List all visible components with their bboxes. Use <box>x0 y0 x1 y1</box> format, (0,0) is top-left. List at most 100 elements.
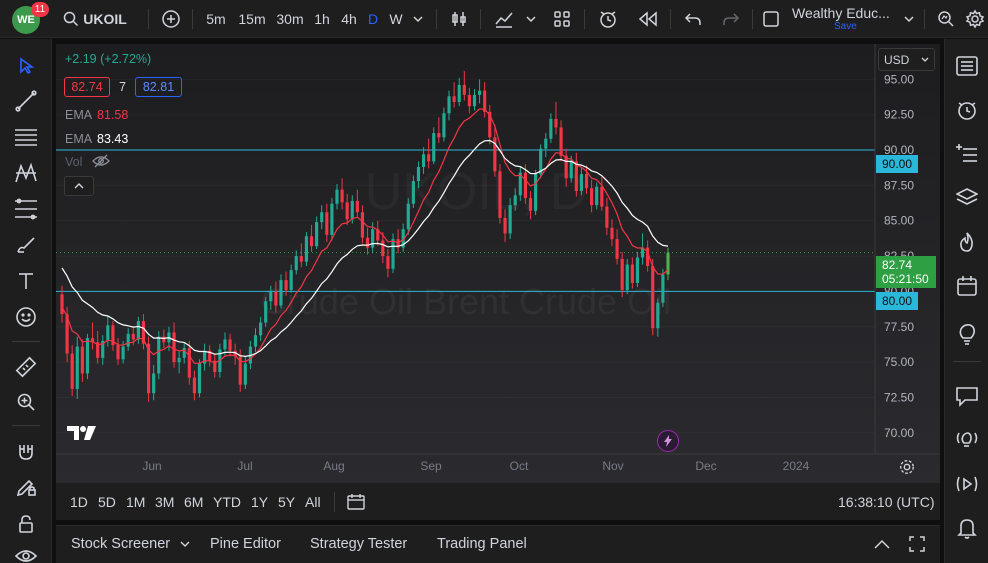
candle[interactable] <box>615 229 619 265</box>
candle[interactable] <box>80 339 84 382</box>
axis-settings-button[interactable] <box>898 458 916 481</box>
interval-15m[interactable]: 15m <box>238 11 266 27</box>
ema-slow-line[interactable] <box>61 139 669 358</box>
candle[interactable] <box>345 193 349 225</box>
interval-w[interactable]: W <box>389 11 403 27</box>
brush-tool[interactable] <box>8 230 44 260</box>
sell-price-button[interactable]: 82.74 <box>64 77 110 97</box>
candle[interactable] <box>656 298 660 337</box>
notifications-button[interactable] <box>951 513 983 543</box>
candle[interactable] <box>279 274 283 309</box>
candle[interactable] <box>534 169 538 216</box>
layout-select-button[interactable] <box>758 0 784 38</box>
candle[interactable] <box>478 79 482 104</box>
candle[interactable] <box>264 297 268 327</box>
ema-slow-label[interactable]: EMA <box>65 132 93 146</box>
candle[interactable] <box>513 188 517 211</box>
candle[interactable] <box>539 144 543 179</box>
goto-date-button[interactable] <box>346 483 366 521</box>
tab-strategy-tester[interactable]: Strategy Tester <box>310 536 408 552</box>
earnings-event-marker[interactable] <box>657 430 679 452</box>
candle[interactable] <box>564 148 568 187</box>
candle[interactable] <box>320 205 324 230</box>
candle[interactable] <box>549 113 553 143</box>
candle[interactable] <box>299 243 303 268</box>
candle[interactable] <box>146 336 151 402</box>
interval-5m[interactable]: 5m <box>206 11 226 27</box>
stay-in-drawing-mode-tool[interactable] <box>8 472 44 502</box>
candle[interactable] <box>554 101 558 135</box>
candle[interactable] <box>172 322 176 368</box>
undo-button[interactable] <box>680 0 706 38</box>
candle[interactable] <box>330 198 334 241</box>
candle[interactable] <box>106 315 110 347</box>
candle[interactable] <box>605 198 609 235</box>
candle[interactable] <box>315 216 319 249</box>
candle[interactable] <box>228 333 232 357</box>
interval-d[interactable]: D <box>367 11 379 27</box>
candle[interactable] <box>625 258 629 295</box>
compare-symbol-button[interactable] <box>158 0 184 38</box>
candle[interactable] <box>213 353 217 378</box>
candle[interactable] <box>401 223 405 252</box>
interval-dropdown[interactable] <box>410 0 426 38</box>
candle[interactable] <box>483 82 487 118</box>
candle[interactable] <box>427 138 431 169</box>
candle[interactable] <box>208 345 212 367</box>
candle[interactable] <box>600 176 604 211</box>
candle[interactable] <box>635 251 640 288</box>
candle[interactable] <box>126 328 130 351</box>
hotlists-button[interactable] <box>951 227 983 257</box>
cursor-tool[interactable] <box>8 51 44 81</box>
candle[interactable] <box>233 343 237 365</box>
candle[interactable] <box>503 209 507 242</box>
tab-stock-screener[interactable]: Stock Screener <box>71 526 190 562</box>
candle[interactable] <box>274 281 278 313</box>
magnet-tool[interactable] <box>8 437 44 467</box>
fib-tool[interactable] <box>8 194 44 224</box>
horizontal-lines-tool[interactable] <box>8 122 44 152</box>
candle[interactable] <box>238 349 242 392</box>
candle[interactable] <box>452 82 456 108</box>
candle[interactable] <box>610 219 614 247</box>
candle[interactable] <box>508 198 512 240</box>
icon-tool[interactable] <box>8 302 44 332</box>
interval-30m[interactable]: 30m <box>276 11 304 27</box>
candle[interactable] <box>630 257 634 289</box>
candle[interactable] <box>421 147 426 175</box>
text-tool[interactable] <box>8 266 44 296</box>
range-6m[interactable]: 6M <box>184 494 204 510</box>
candle[interactable] <box>528 191 533 220</box>
clock-timezone[interactable]: 16:38:10 (UTC) <box>838 494 935 510</box>
candle[interactable] <box>569 155 573 183</box>
candle[interactable] <box>437 117 441 143</box>
candle[interactable] <box>447 90 451 121</box>
candle[interactable] <box>253 328 258 353</box>
candle[interactable] <box>177 350 181 374</box>
candle[interactable] <box>269 285 273 310</box>
trend-line-tool[interactable] <box>8 86 44 116</box>
candle[interactable] <box>457 77 461 107</box>
candle[interactable] <box>309 224 314 252</box>
candle[interactable] <box>187 340 191 385</box>
candle[interactable] <box>595 182 599 210</box>
data-window-button[interactable] <box>951 183 983 213</box>
candle[interactable] <box>416 161 421 189</box>
replay-button[interactable] <box>634 0 662 38</box>
candle[interactable] <box>365 227 370 255</box>
candle[interactable] <box>141 314 146 350</box>
candle[interactable] <box>651 258 655 336</box>
candle[interactable] <box>472 89 477 111</box>
candle[interactable] <box>544 133 548 158</box>
candle[interactable] <box>661 268 665 307</box>
candle[interactable] <box>182 342 186 364</box>
redo-button[interactable] <box>718 0 744 38</box>
chart-pane[interactable]: UKOIL, D Crude Oil Brent Crude Oil 95.00… <box>56 44 940 482</box>
symbol-search[interactable]: UKOIL <box>60 0 130 38</box>
candle[interactable] <box>406 198 410 235</box>
candle[interactable] <box>259 316 263 341</box>
chart-type-button[interactable] <box>446 0 472 38</box>
alert-button[interactable] <box>594 0 622 38</box>
candle[interactable] <box>289 264 293 293</box>
ema-fast-label[interactable]: EMA <box>65 108 93 122</box>
